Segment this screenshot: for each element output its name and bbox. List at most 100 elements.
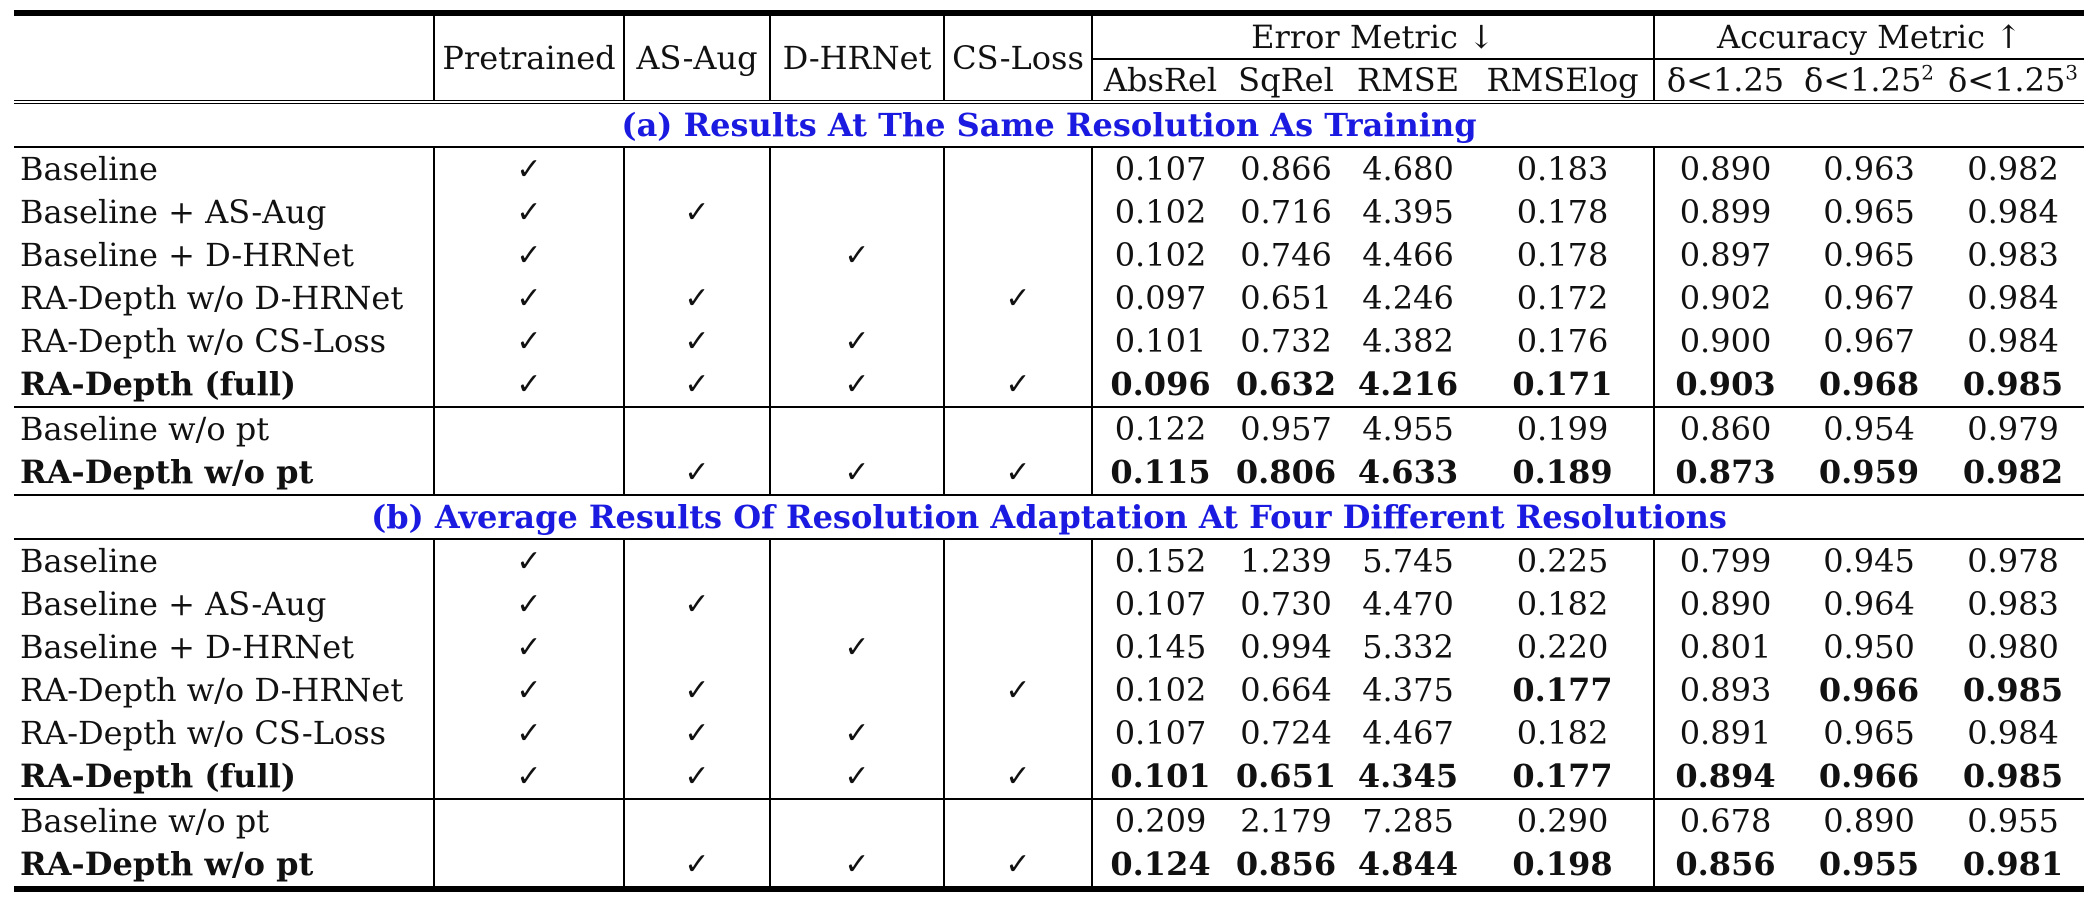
pretrained-check: ✓ — [433, 538, 624, 583]
header-row-metrics: AbsRel SqRel RMSE RMSElog δ<1.25 δ<1.252… — [14, 59, 2084, 102]
table-row: Baseline w/o pt 0.122 0.957 4.955 0.199 0.860… — [14, 406, 2085, 451]
rmse-value: 4.680 — [1344, 146, 1472, 191]
method-name: RA-Depth w/o D-HRNet — [20, 671, 404, 709]
header-d-hrnet: D-HRNet — [769, 10, 944, 102]
rmse-value: 4.382 — [1362, 322, 1454, 360]
as-aug-check — [623, 234, 770, 277]
method-name: Baseline — [14, 538, 434, 583]
delta1-value: 0.893 — [1653, 669, 1796, 712]
rmse-value: 4.466 — [1362, 236, 1454, 274]
delta2-value: 0.965 — [1823, 714, 1915, 752]
delta2-value: 0.964 — [1823, 585, 1915, 623]
cs-loss-check: ✓ — [943, 451, 1092, 495]
pretrained-check — [433, 406, 624, 451]
method-name: Baseline + D-HRNet — [20, 628, 354, 666]
d-hrnet-check — [769, 146, 944, 191]
table-row: Baseline ✓ 0.107 0.866 4.680 0.183 0.890 0.963 0… — [14, 146, 2085, 191]
as-aug-check — [623, 798, 770, 843]
cs-loss-check: ✓ — [943, 363, 1092, 407]
table-row: RA-Depth w/o CS-Loss ✓ ✓ ✓ 0.101 0.732 4.382 0.… — [14, 320, 2084, 363]
header-delta3: δ<1.253 — [1942, 59, 2084, 102]
results-table-container: Pretrained AS-Aug D-HRNet CS-Loss Error … — [14, 10, 2085, 892]
table-row: RA-Depth w/o D-HRNet ✓ ✓ ✓ 0.102 0.664 4.375 0.… — [14, 669, 2084, 712]
rmse-value: 4.216 — [1357, 365, 1459, 403]
sqrel-value: 0.651 — [1235, 757, 1337, 795]
absrel-value: 0.115 — [1091, 451, 1228, 495]
as-aug-check: ✓ — [623, 191, 770, 234]
rmselog-value: 0.290 — [1472, 798, 1654, 843]
absrel-value: 0.102 — [1091, 669, 1228, 712]
cs-loss-check: ✓ — [943, 669, 1092, 712]
delta2-value: 0.955 — [1796, 843, 1942, 892]
pretrained-check: ✓ — [433, 146, 624, 191]
sqrel-value: 0.716 — [1240, 193, 1332, 231]
table-row: RA-Depth w/o CS-Loss ✓ ✓ ✓ 0.107 0.724 4.467 0.… — [14, 712, 2084, 755]
delta1-value: 0.894 — [1653, 755, 1796, 799]
d-hrnet-check — [769, 798, 944, 843]
delta2-value: 0.965 — [1823, 193, 1915, 231]
table-row: Baseline + D-HRNet ✓ ✓ 0.145 0.994 5.332 0.220… — [14, 626, 2084, 669]
pretrained-check: ✓ — [433, 755, 624, 799]
header-delta2-base: δ<1.25 — [1803, 61, 1922, 99]
method-name: Baseline + AS-Aug — [20, 193, 327, 231]
header-cs-loss: CS-Loss — [943, 10, 1092, 102]
delta1-value: 0.890 — [1653, 583, 1796, 626]
sqrel-value: 0.856 — [1228, 843, 1344, 892]
header-delta2: δ<1.252 — [1796, 59, 1942, 102]
delta2-value: 0.968 — [1818, 365, 1920, 403]
d-hrnet-check: ✓ — [769, 755, 944, 799]
rmselog-value: 0.178 — [1516, 193, 1609, 231]
method-name: RA-Depth (full) — [20, 757, 296, 795]
table-row: RA-Depth w/o pt ✓ ✓ ✓ 0.124 0.856 4.844 0.198 0.… — [14, 843, 2085, 892]
rmselog-value: 0.183 — [1472, 146, 1654, 191]
section-b-row: (b) Average Results Of Resolution Adapta… — [14, 494, 2085, 539]
cs-loss-check — [943, 798, 1092, 843]
d-hrnet-check: ✓ — [769, 234, 944, 277]
sqrel-value: 0.664 — [1240, 671, 1332, 709]
delta3-value: 0.984 — [1967, 322, 2059, 360]
rmse-value: 4.467 — [1362, 714, 1454, 752]
rmselog-value: 0.189 — [1512, 453, 1613, 491]
delta3-value: 0.981 — [1942, 843, 2085, 892]
d-hrnet-check — [769, 669, 944, 712]
rmselog-value: 0.182 — [1516, 585, 1609, 623]
delta3-value: 0.985 — [1962, 671, 2064, 709]
rmse-value: 4.955 — [1344, 406, 1472, 451]
rmse-value: 4.395 — [1362, 193, 1454, 231]
method-name: RA-Depth w/o D-HRNet — [20, 279, 404, 317]
section-a-title: (a) Results At The Same Resolution As Tr… — [14, 100, 2085, 147]
absrel-value: 0.101 — [1091, 755, 1228, 799]
delta3-value: 0.979 — [1942, 406, 2085, 451]
d-hrnet-check — [769, 538, 944, 583]
sqrel-value: 0.957 — [1228, 406, 1344, 451]
absrel-value: 0.107 — [1091, 583, 1228, 626]
delta3-value: 0.985 — [1962, 757, 2064, 795]
table-row: RA-Depth (full) ✓ ✓ ✓ ✓ 0.096 0.632 4.216 0.171 0… — [14, 363, 2084, 407]
delta1-value: 0.801 — [1653, 626, 1796, 669]
method-name: Baseline — [14, 146, 434, 191]
sqrel-value: 0.651 — [1240, 279, 1332, 317]
header-sqrel: SqRel — [1238, 61, 1334, 99]
delta1-value: 0.856 — [1653, 843, 1796, 892]
as-aug-check: ✓ — [623, 277, 770, 320]
absrel-value: 0.152 — [1091, 538, 1228, 583]
header-absrel: AbsRel — [1091, 59, 1228, 102]
sqrel-value: 0.732 — [1240, 322, 1332, 360]
rmse-value: 5.332 — [1362, 628, 1454, 666]
sqrel-value: 0.806 — [1235, 453, 1337, 491]
pretrained-check: ✓ — [433, 712, 624, 755]
rmselog-value: 0.172 — [1516, 279, 1609, 317]
delta1-value: 0.897 — [1653, 234, 1796, 277]
d-hrnet-check — [769, 277, 944, 320]
d-hrnet-check: ✓ — [769, 626, 944, 669]
delta3-value: 0.984 — [1967, 193, 2059, 231]
absrel-value: 0.124 — [1091, 843, 1228, 892]
rmselog-value: 0.198 — [1472, 843, 1654, 892]
pretrained-check: ✓ — [433, 363, 624, 407]
as-aug-check: ✓ — [623, 363, 770, 407]
delta1-value: 0.899 — [1653, 191, 1796, 234]
sqrel-value: 0.632 — [1235, 365, 1337, 403]
cs-loss-check: ✓ — [943, 755, 1092, 799]
header-delta3-base: δ<1.25 — [1947, 61, 2066, 99]
method-name: RA-Depth w/o CS-Loss — [20, 714, 387, 752]
